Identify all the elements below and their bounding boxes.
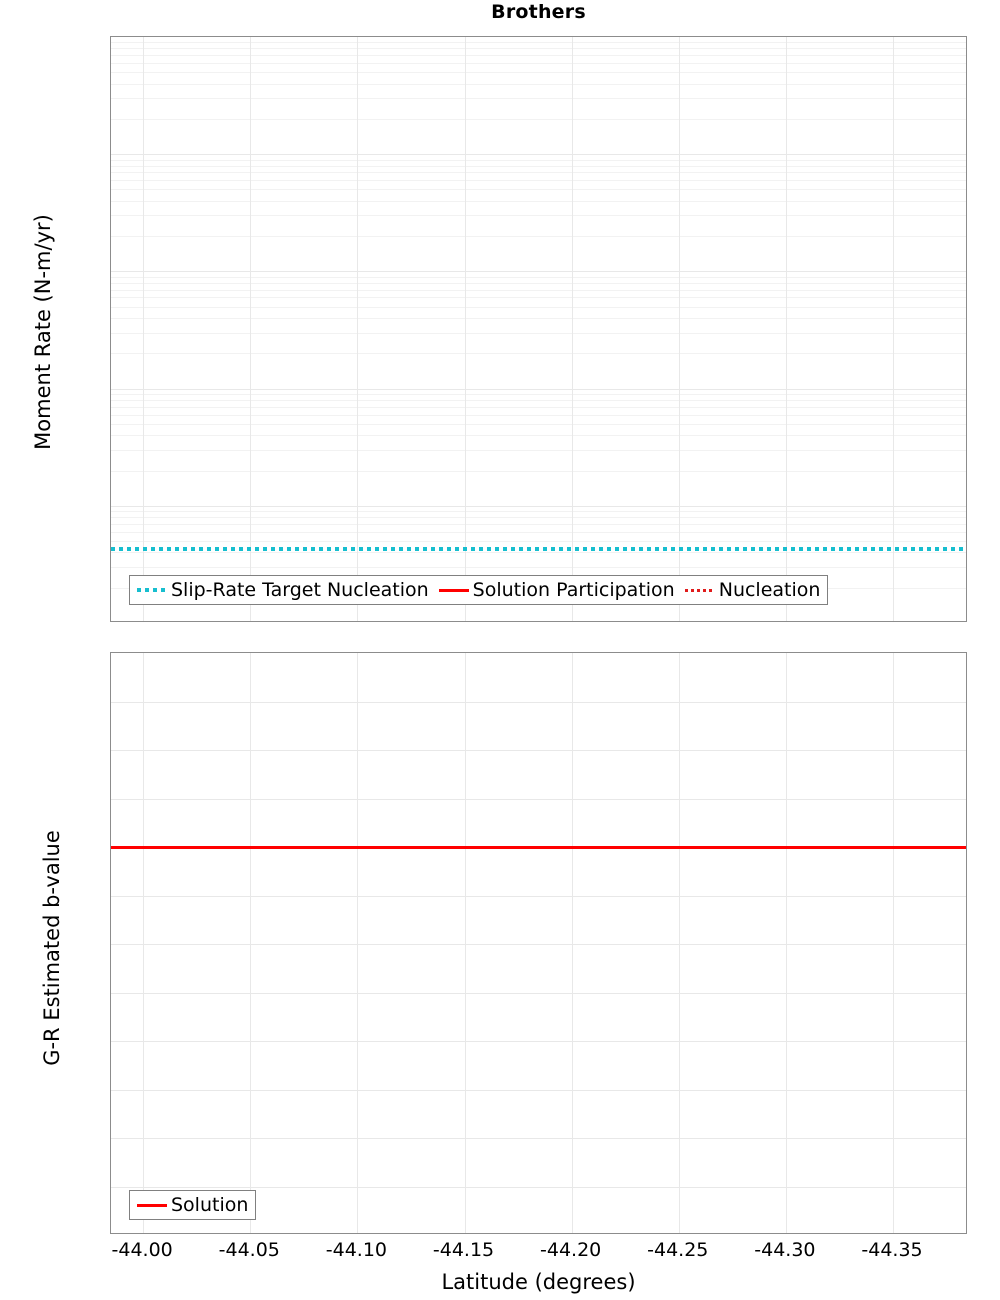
gridline-minor-horizontal: [111, 189, 966, 191]
dotted-red-line-icon: [684, 588, 715, 592]
gridline-minor-horizontal: [111, 165, 966, 167]
x-tick-label: -44.10: [325, 1239, 387, 1261]
gridline-minor-horizontal: [111, 523, 966, 525]
gridline-minor-horizontal: [111, 180, 966, 182]
x-tick-label: -44.05: [218, 1239, 280, 1261]
x-tick-label: -44.15: [432, 1239, 495, 1261]
legend-top[interactable]: Slip-Rate Target Nucleation Solution Part…: [129, 575, 829, 605]
gridline-minor-horizontal: [111, 297, 966, 299]
gridline-minor-horizontal: [111, 42, 966, 44]
gridline-minor-horizontal: [111, 200, 966, 202]
gridline-minor-horizontal: [111, 567, 966, 569]
gridline-minor-horizontal: [111, 511, 966, 513]
gridline-minor-horizontal: [111, 72, 966, 74]
gridline-major-horizontal: [111, 154, 966, 156]
gridline-major-horizontal: [111, 388, 966, 390]
x-axis-label: Latitude (degrees): [441, 1270, 636, 1294]
legend-top-label: Nucleation: [718, 578, 821, 601]
gridline-minor-horizontal: [111, 159, 966, 161]
gridline-major-horizontal: [111, 1138, 966, 1139]
gridline-vertical: [893, 37, 894, 621]
gridline-vertical: [250, 653, 252, 1233]
gridline-vertical: [143, 653, 145, 1233]
x-tick-label: -44.30: [754, 1239, 816, 1261]
gridline-minor-horizontal: [111, 289, 966, 291]
x-tick-label: -44.20: [540, 1239, 602, 1261]
gridline-minor-horizontal: [111, 215, 966, 217]
gridline-minor-horizontal: [111, 55, 966, 57]
legend-top-entry[interactable]: Nucleation: [684, 578, 821, 601]
gridline-minor-horizontal: [111, 353, 966, 355]
gridline-minor-horizontal: [111, 118, 966, 120]
gridline-minor-horizontal: [111, 406, 966, 408]
gridline-major-horizontal: [111, 1186, 966, 1188]
gridline-vertical: [678, 653, 680, 1233]
gridline-major-horizontal: [111, 895, 966, 897]
gridline-vertical: [571, 37, 573, 621]
x-tick-label: -44.25: [647, 1239, 709, 1261]
x-tick-label: -44.35: [861, 1239, 923, 1261]
gridline-minor-horizontal: [111, 332, 966, 334]
gridline-minor-horizontal: [111, 393, 966, 395]
legend-bottom-entry[interactable]: Solution: [137, 1193, 249, 1216]
page-title: Brothers: [491, 1, 586, 23]
legend-top-entry[interactable]: Slip-Rate Target Nucleation: [137, 578, 429, 601]
gridline-minor-horizontal: [111, 517, 966, 519]
gridline-minor-horizontal: [111, 276, 966, 278]
gridline-minor-horizontal: [111, 318, 966, 320]
gridline-major-horizontal: [111, 271, 966, 273]
y-axis-label-bottom: G-R Estimated b-value: [40, 830, 64, 1066]
x-tick-label: -44.00: [111, 1239, 173, 1261]
gridline-vertical: [785, 37, 787, 621]
gridline-minor-horizontal: [111, 414, 966, 416]
gridline-minor-horizontal: [111, 83, 966, 85]
gridline-minor-horizontal: [111, 63, 966, 64]
gridline-major-horizontal: [111, 798, 966, 800]
gridline-major-horizontal: [111, 750, 966, 751]
gridline-minor-horizontal: [111, 470, 966, 472]
gridline-vertical: [893, 653, 894, 1233]
gridline-vertical: [250, 37, 252, 621]
legend-bottom-label: Solution: [171, 1193, 249, 1216]
gridline-vertical: [143, 37, 145, 621]
legend-top-label: Solution Participation: [472, 578, 675, 601]
gridline-major-horizontal: [111, 1089, 966, 1091]
gridline-minor-horizontal: [111, 282, 966, 284]
gridline-major-horizontal: [111, 701, 966, 703]
gridline-minor-horizontal: [111, 423, 966, 425]
solid-red-line-icon: [438, 588, 469, 592]
gridline-vertical: [571, 653, 573, 1233]
gridline-vertical: [464, 653, 466, 1233]
gridline-vertical: [357, 653, 359, 1233]
b-value-plot-area: [110, 652, 967, 1234]
solid-red-line-icon: [137, 1203, 167, 1207]
gridline-minor-horizontal: [111, 172, 966, 174]
legend-bottom[interactable]: Solution: [129, 1190, 257, 1220]
gridline-minor-horizontal: [111, 236, 966, 238]
gridline-major-horizontal: [111, 944, 966, 945]
gridline-vertical: [464, 37, 466, 621]
gridline-minor-horizontal: [111, 48, 966, 50]
dotted-cyan-line-icon: [137, 588, 167, 592]
moment-rate-plot-area: [110, 36, 967, 622]
gridline-minor-horizontal: [111, 531, 966, 533]
gridline-minor-horizontal: [111, 399, 966, 401]
gridline-major-horizontal: [111, 505, 966, 507]
gridline-vertical: [785, 653, 787, 1233]
series-line-slip-rate-target-nucleation: [111, 546, 966, 551]
legend-top-label: Slip-Rate Target Nucleation: [171, 578, 429, 601]
gridline-vertical: [678, 37, 680, 621]
gridline-minor-horizontal: [111, 306, 966, 308]
gridline-major-horizontal: [111, 992, 966, 994]
legend-top-entry[interactable]: Solution Participation: [438, 578, 675, 601]
gridline-vertical: [357, 37, 359, 621]
gridline-minor-horizontal: [111, 98, 966, 100]
gridline-minor-horizontal: [111, 435, 966, 437]
series-line-solution: [111, 845, 966, 849]
gridline-major-horizontal: [111, 1041, 966, 1042]
gridline-minor-horizontal: [111, 449, 966, 451]
gridline-minor-horizontal: [111, 552, 966, 554]
gridline-minor-horizontal: [111, 541, 966, 543]
